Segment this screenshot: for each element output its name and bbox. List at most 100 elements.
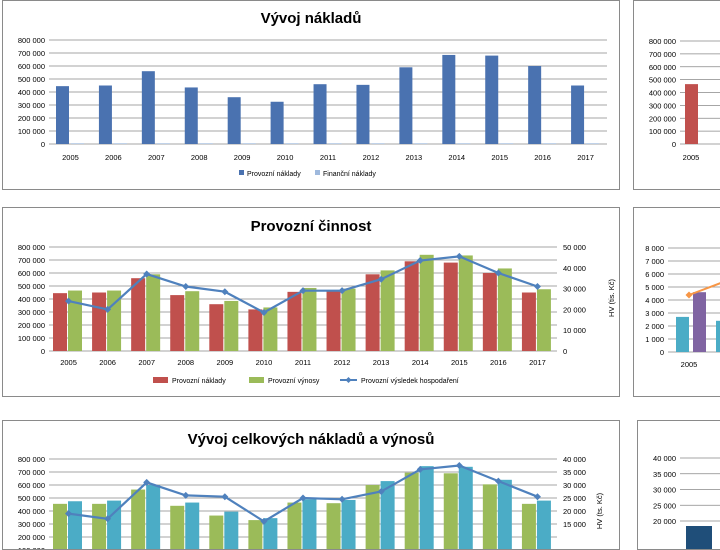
bar-2 (146, 485, 161, 549)
y-tick-label: 1 000 (645, 335, 664, 344)
line-marker (143, 478, 151, 486)
chart-provozni-cinnost: 0 100 000 200 000 300 000 400 000 500 000 600 … (18, 243, 616, 385)
y2-tick-label: 0 (563, 347, 567, 356)
line-marker (65, 297, 73, 305)
y-tick-label: 400 000 (649, 89, 676, 98)
y2-tick-label: 30 000 (563, 285, 586, 294)
x-tick-label: 2014 (448, 153, 465, 162)
bar-1 (399, 67, 413, 144)
x-tick-label: 2017 (577, 153, 594, 162)
bar-1 (404, 472, 419, 549)
line-marker (416, 465, 424, 473)
bar-2 (419, 466, 434, 549)
y-tick-label: 700 000 (649, 50, 676, 59)
y-tick-label: 40 000 (653, 454, 676, 463)
bar-1 (365, 274, 380, 351)
x-tick-label: 2010 (277, 153, 294, 162)
line-marker (143, 270, 151, 278)
bar-1 (270, 101, 284, 144)
y2-tick-label: 20 000 (563, 305, 586, 314)
y-tick-label: 100 000 (18, 334, 45, 343)
line-marker (182, 491, 190, 499)
x-tick-label: 2005 (60, 358, 77, 367)
bar-2 (341, 288, 356, 351)
chart-panel-right-3: 20 000 25 000 30 000 35 000 40 000 (637, 420, 720, 550)
y-tick-label: 700 000 (18, 468, 45, 477)
bar-2 (224, 511, 239, 549)
line-marker (221, 493, 229, 501)
bar-1 (53, 293, 67, 351)
bar-2 (302, 287, 317, 351)
bar-2 (199, 143, 213, 144)
line-marker (221, 288, 229, 296)
y-tick-label: 700 000 (18, 256, 45, 265)
chart-right-3: 20 000 25 000 30 000 35 000 40 000 (653, 454, 720, 549)
bar-2 (536, 289, 551, 351)
bar-1 (676, 316, 689, 352)
bar-1 (209, 304, 224, 351)
x-tick-label: 2009 (217, 358, 234, 367)
line-marker (533, 283, 541, 291)
x-tick-label: 2010 (256, 358, 273, 367)
y-tick-label: 300 000 (18, 520, 45, 529)
x-tick-label: 2005 (681, 360, 698, 369)
x-tick-label: 2017 (529, 358, 546, 367)
chart-title: Vývoj nákladů (260, 10, 362, 27)
bar-2 (328, 143, 342, 144)
y-tick-label: 200 000 (649, 114, 676, 123)
x-tick-label: 2013 (373, 358, 390, 367)
bar-1 (528, 66, 542, 144)
bar-2 (302, 499, 317, 549)
line-marker (494, 269, 502, 277)
line-marker (260, 517, 268, 525)
y-tick-label: 600 000 (18, 481, 45, 490)
y-tick-label: 200 000 (18, 321, 45, 330)
y-tick-label: 500 000 (18, 282, 45, 291)
chart-title: Vývoj celkových nákladů a výnosů (187, 431, 435, 448)
bar-2 (500, 143, 514, 144)
bar-1 (326, 291, 341, 351)
y-tick-label: 300 000 (18, 308, 45, 317)
x-tick-label: 2015 (491, 153, 508, 162)
bar-1 (442, 54, 456, 145)
legend-label: Provozní výsledek hospodaření (361, 378, 459, 385)
y-tick-label: 600 000 (649, 63, 676, 72)
bar-2 (536, 500, 551, 549)
line-marker (377, 488, 385, 495)
line-marker (299, 494, 307, 502)
x-tick-label: 2012 (363, 153, 380, 162)
chart-panel-right-1: 0 100 000 200 000 300 000 400 000 500 000 600 … (633, 0, 720, 190)
y-tick-label: 0 (672, 140, 676, 149)
y2-tick-label: 35 000 (563, 468, 586, 477)
x-tick-label: 2006 (99, 358, 116, 367)
chart-right-2: 0 1 000 2 000 3 000 4 000 5 000 6 000 7 000 8 00… (645, 244, 720, 369)
y-tick-label: 6 000 (645, 270, 664, 279)
y-tick-label: 3 000 (645, 309, 664, 318)
bar-1 (92, 292, 107, 351)
y-tick-label: 600 000 (18, 269, 45, 278)
line-marker (416, 257, 424, 265)
y2-tick-label: 10 000 (563, 326, 586, 335)
legend-label: Provozní náklady (172, 378, 226, 385)
chart-naklady: 0 100 000 200 000 300 000 400 000 500 000 600 … (18, 36, 607, 178)
line-marker (455, 252, 463, 260)
bar-2 (457, 143, 471, 144)
x-tick-label: 2008 (191, 153, 208, 162)
y2-axis-title: HV (tis. Kč) (607, 279, 616, 317)
y-tick-label: 400 000 (18, 507, 45, 516)
x-tick-label: 2013 (406, 153, 423, 162)
chart-right-1: 0 100 000 200 000 300 000 400 000 500 000 600 … (649, 37, 720, 162)
bar-1 (287, 502, 302, 549)
x-tick-label: 2009 (234, 153, 251, 162)
bar-1 (313, 84, 327, 144)
y-tick-label: 25 000 (653, 501, 676, 510)
bar-2 (458, 466, 473, 549)
bar-2 (113, 143, 127, 144)
bar-1 (443, 262, 458, 351)
bar-2 (380, 270, 395, 351)
x-tick-label: 2014 (412, 358, 429, 367)
bar-2 (543, 143, 557, 144)
bar-2 (414, 143, 428, 144)
y2-tick-label: 20 000 (563, 507, 586, 516)
line-marker (455, 462, 463, 469)
